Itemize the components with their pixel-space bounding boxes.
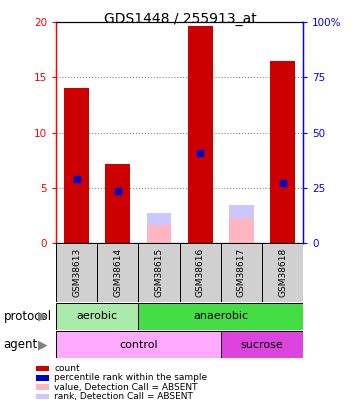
Text: GSM38614: GSM38614 [113,248,122,297]
Bar [56,303,138,330]
Text: GSM38618: GSM38618 [278,248,287,297]
Text: GSM38617: GSM38617 [237,248,246,297]
Bar [229,205,254,217]
Text: percentile rank within the sample: percentile rank within the sample [54,373,207,382]
Bar [138,243,180,302]
Bar [56,243,97,302]
Bar [147,213,171,225]
Bar [180,243,221,302]
Bar [221,243,262,302]
Text: GSM38613: GSM38613 [72,248,81,297]
Text: ▶: ▶ [38,310,47,323]
Text: rank, Detection Call = ABSENT: rank, Detection Call = ABSENT [54,392,193,401]
Bar [262,243,303,302]
Bar [64,88,89,243]
Text: aerobic: aerobic [77,311,118,321]
Text: agent: agent [4,338,38,351]
Text: ▶: ▶ [38,338,47,351]
Text: value, Detection Call = ABSENT: value, Detection Call = ABSENT [54,383,198,392]
Bar [188,26,213,243]
Text: GDS1448 / 255913_at: GDS1448 / 255913_at [104,12,257,26]
Text: protocol: protocol [4,310,52,323]
Bar [229,217,254,243]
Text: anaerobic: anaerobic [193,311,248,321]
Text: GSM38616: GSM38616 [196,248,205,297]
Bar [138,303,303,330]
Text: control: control [119,340,158,350]
Bar [221,331,303,358]
Bar [97,243,138,302]
Bar [270,61,295,243]
Bar [147,225,171,243]
Text: count: count [54,364,80,373]
Bar [105,164,130,243]
Bar [56,331,221,358]
Text: sucrose: sucrose [241,340,283,350]
Text: GSM38615: GSM38615 [155,248,164,297]
